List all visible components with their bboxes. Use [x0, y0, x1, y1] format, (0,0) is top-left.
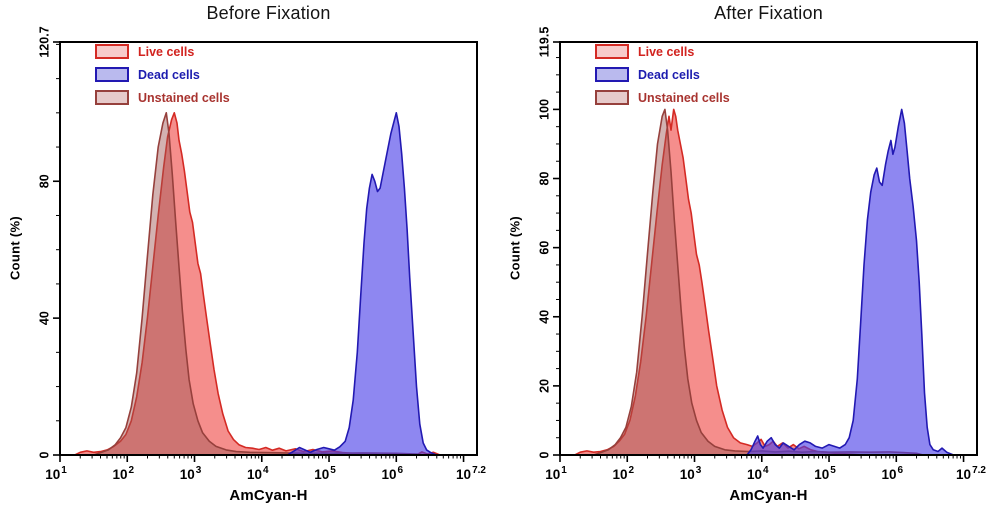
legend-item-live: Live cells	[95, 40, 230, 63]
legend-swatch-unstained	[95, 90, 129, 105]
x-tick-label: 101	[545, 465, 567, 482]
x-tick-label: 107.2	[456, 465, 486, 482]
x-tick-label: 102	[612, 465, 634, 482]
x-tick-label: 102	[112, 465, 134, 482]
y-tick-label: 80	[37, 174, 51, 188]
y-tick-label: 60	[537, 241, 551, 255]
histogram-plot-before: 101 102 103 104 105 106 107.2 0 40 80 120.7	[37, 26, 486, 482]
x-tick-label: 106	[881, 465, 903, 482]
legend-label-unstained: Unstained cells	[638, 90, 730, 105]
legend-swatch-dead	[95, 67, 129, 82]
y-tick-label: 120.7	[37, 26, 51, 57]
y-tick-label: 0	[537, 451, 551, 458]
panel-before-fixation: Before Fixation Count (%) 101 102 103 104 10…	[8, 3, 487, 504]
x-tick-label: 104	[747, 465, 769, 482]
legend-label-live: Live cells	[638, 44, 695, 59]
panel-title-after: After Fixation	[714, 3, 823, 23]
panel-after-fixation: After Fixation Count (%) 101 102 103 104 105…	[500, 0, 1000, 517]
y-tick-label: 20	[537, 379, 551, 393]
legend-item-dead: Dead cells	[595, 63, 730, 86]
x-tick-label: 101	[45, 465, 67, 482]
x-tick-label: 105	[314, 465, 336, 482]
histogram-plot-after: 101 102 103 104 105 106 107.2 0 20 40 60 80 100 119.5	[537, 27, 986, 482]
curve-dead	[746, 108, 955, 456]
y-tick-label: 80	[537, 172, 551, 186]
legend-item-dead: Dead cells	[95, 63, 230, 86]
x-tick-label: 104	[247, 465, 269, 482]
panel-title-before: Before Fixation	[206, 3, 331, 23]
y-tick-label: 40	[37, 311, 51, 325]
x-tick-label: 103	[180, 465, 202, 482]
curve-live	[574, 108, 864, 456]
legend-after: Live cells Dead cells Unstained cells	[595, 40, 730, 109]
legend-item-live: Live cells	[595, 40, 730, 63]
x-axis-label-before: AmCyan-H	[229, 487, 308, 504]
x-tick-label: 106	[381, 465, 403, 482]
x-tick-label: 107.2	[956, 465, 986, 482]
x-tick-label: 103	[680, 465, 702, 482]
legend-swatch-live	[95, 44, 129, 59]
legend-item-unstained: Unstained cells	[95, 86, 230, 109]
plot-frame	[59, 41, 478, 456]
x-tick-label: 105	[814, 465, 836, 482]
legend-label-dead: Dead cells	[638, 67, 700, 82]
y-tick-label: 100	[537, 99, 551, 120]
legend-swatch-live	[595, 44, 629, 59]
curve-dead	[286, 112, 438, 456]
legend-before: Live cells Dead cells Unstained cells	[95, 40, 230, 109]
legend-swatch-dead	[595, 67, 629, 82]
plot-frame	[559, 41, 978, 456]
y-tick-label: 40	[537, 310, 551, 324]
legend-label-dead: Dead cells	[138, 67, 200, 82]
legend-label-unstained: Unstained cells	[138, 90, 230, 105]
legend-swatch-unstained	[595, 90, 629, 105]
y-tick-label: 0	[37, 451, 51, 458]
x-axis-label-after: AmCyan-H	[729, 487, 808, 504]
y-tick-label: 119.5	[537, 27, 551, 58]
legend-item-unstained: Unstained cells	[595, 86, 730, 109]
legend-label-live: Live cells	[138, 44, 195, 59]
